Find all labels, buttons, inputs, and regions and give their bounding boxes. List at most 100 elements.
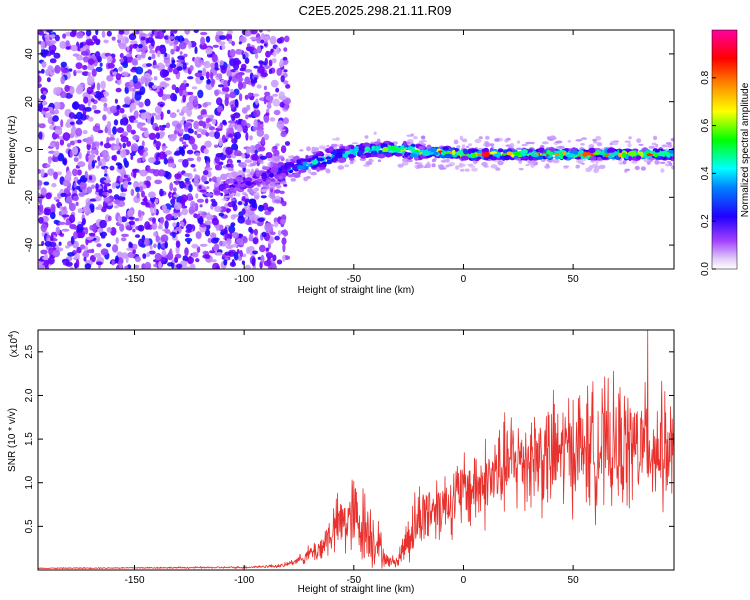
ridge-cell bbox=[378, 150, 383, 154]
noise-speckle bbox=[138, 101, 144, 108]
noise-speckle bbox=[238, 41, 242, 45]
noise-speckle bbox=[79, 182, 87, 190]
noise-speckle bbox=[166, 213, 173, 220]
noise-speckle bbox=[45, 164, 51, 168]
noise-speckle bbox=[244, 57, 250, 64]
noise-speckle bbox=[259, 121, 264, 125]
noise-speckle bbox=[121, 252, 128, 259]
x-tick-label: 50 bbox=[568, 575, 580, 586]
noise-speckle bbox=[217, 125, 222, 129]
ridge-cell bbox=[463, 148, 469, 155]
noise-speckle bbox=[182, 184, 187, 188]
ridge-cell bbox=[490, 156, 498, 161]
noise-speckle bbox=[117, 163, 123, 170]
noise-speckle bbox=[230, 244, 238, 248]
noise-speckle bbox=[113, 119, 119, 126]
noise-speckle bbox=[126, 124, 132, 133]
noise-speckle bbox=[86, 249, 94, 254]
noise-speckle bbox=[76, 111, 83, 121]
noise-speckle bbox=[210, 232, 217, 239]
noise-speckle bbox=[38, 83, 42, 89]
x-tick-label: -50 bbox=[347, 274, 362, 285]
ridge-haze bbox=[595, 159, 599, 165]
noise-speckle bbox=[202, 254, 210, 259]
noise-speckle bbox=[197, 89, 204, 99]
noise-speckle bbox=[85, 236, 94, 241]
noise-speckle bbox=[122, 62, 129, 69]
ridge-cell bbox=[293, 172, 301, 178]
snr-yunit: (x104) bbox=[8, 331, 20, 358]
noise-speckle bbox=[264, 210, 272, 216]
noise-speckle bbox=[69, 140, 76, 146]
ridge-haze bbox=[659, 161, 666, 164]
ridge-haze bbox=[648, 145, 656, 149]
noise-speckle bbox=[247, 43, 251, 48]
ridge-haze bbox=[324, 168, 330, 172]
ridge-haze bbox=[221, 198, 228, 201]
noise-speckle bbox=[247, 46, 255, 52]
noise-speckle bbox=[181, 106, 190, 113]
noise-speckle bbox=[38, 204, 44, 213]
noise-speckle bbox=[85, 30, 92, 37]
noise-speckle bbox=[274, 235, 280, 241]
ridge-haze bbox=[638, 143, 644, 146]
ridge-haze bbox=[525, 164, 530, 167]
noise-speckle bbox=[241, 153, 246, 159]
noise-speckle bbox=[103, 106, 108, 112]
noise-speckle bbox=[159, 69, 168, 78]
ridge-cell bbox=[542, 153, 547, 156]
noise-speckle bbox=[111, 182, 116, 189]
noise-speckle bbox=[199, 243, 208, 247]
noise-speckle bbox=[47, 256, 55, 265]
noise-speckle bbox=[118, 30, 125, 35]
noise-speckle bbox=[90, 204, 95, 213]
noise-speckle bbox=[147, 166, 151, 172]
noise-speckle bbox=[176, 123, 182, 129]
noise-speckle bbox=[184, 30, 191, 35]
noise-speckle bbox=[91, 68, 97, 77]
noise-speckle bbox=[82, 65, 88, 70]
noise-speckle bbox=[205, 193, 214, 197]
ridge-cell bbox=[471, 152, 477, 159]
noise-speckle bbox=[216, 105, 224, 113]
ridge-haze bbox=[340, 143, 344, 147]
noise-speckle bbox=[100, 80, 106, 90]
y-tick-label: -40 bbox=[24, 237, 35, 252]
noise-speckle bbox=[223, 259, 228, 266]
noise-speckle bbox=[71, 146, 79, 156]
noise-speckle bbox=[113, 154, 117, 162]
noise-speckle bbox=[164, 220, 169, 229]
noise-speckle bbox=[242, 54, 246, 60]
ridge-haze bbox=[431, 159, 436, 163]
noise-speckle bbox=[96, 261, 103, 266]
noise-speckle bbox=[159, 151, 166, 160]
noise-speckle bbox=[194, 72, 203, 78]
ridge-haze bbox=[445, 158, 450, 163]
noise-speckle bbox=[144, 238, 150, 247]
ridge-haze bbox=[485, 142, 491, 147]
noise-speckle bbox=[124, 265, 128, 269]
noise-speckle bbox=[159, 216, 165, 224]
noise-speckle bbox=[259, 62, 263, 69]
noise-speckle bbox=[113, 199, 120, 204]
noise-speckle bbox=[118, 66, 123, 72]
noise-speckle bbox=[148, 56, 152, 61]
ridge-cell bbox=[467, 148, 472, 155]
ridge-haze bbox=[273, 158, 278, 161]
noise-speckle bbox=[178, 87, 183, 97]
noise-speckle bbox=[196, 128, 204, 133]
noise-speckle bbox=[241, 107, 248, 114]
ridge-cell bbox=[513, 155, 519, 159]
ridge-haze bbox=[307, 168, 312, 174]
noise-speckle bbox=[151, 212, 155, 216]
noise-speckle bbox=[119, 176, 124, 183]
noise-speckle bbox=[227, 133, 233, 138]
noise-speckle bbox=[200, 36, 206, 46]
noise-speckle bbox=[127, 209, 134, 218]
noise-speckle bbox=[44, 112, 52, 119]
noise-speckle bbox=[50, 212, 56, 220]
noise-speckle bbox=[229, 48, 236, 58]
noise-speckle bbox=[53, 171, 58, 180]
ridge-cell bbox=[520, 157, 530, 160]
noise-speckle bbox=[132, 134, 140, 141]
